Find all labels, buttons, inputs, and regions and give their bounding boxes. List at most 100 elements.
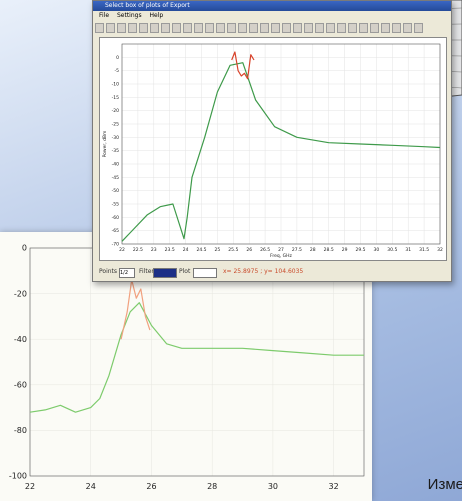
- series-line-green: [121, 62, 441, 242]
- x-tick-label: 24.5: [196, 247, 206, 253]
- app-window: Select box of plots of Export File Setti…: [92, 0, 452, 282]
- toolbar-button[interactable]: [348, 23, 357, 33]
- x-tick-label: 29: [342, 247, 348, 253]
- y-tick-label: -55: [112, 202, 119, 208]
- y-tick-label: -30: [112, 135, 119, 141]
- toolbar-button[interactable]: [150, 23, 159, 33]
- y-tick-label: -5: [115, 68, 120, 74]
- toolbar-button[interactable]: [194, 23, 203, 33]
- toolbar-button[interactable]: [370, 23, 379, 33]
- toolbar-button[interactable]: [106, 23, 115, 33]
- x-tick-label: 28: [207, 482, 217, 491]
- x-tick-label: 30: [374, 247, 380, 253]
- plot-label: Plot: [179, 268, 191, 275]
- y-tick-label: -45: [112, 175, 119, 181]
- window-title: Select box of plots of Export: [105, 2, 190, 9]
- filter-label: Filter: [139, 268, 154, 275]
- y-tick-label: -15: [112, 95, 119, 101]
- x-tick-label: 30: [268, 482, 278, 491]
- menu-settings[interactable]: Settings: [116, 12, 142, 19]
- y-tick-label: -100: [9, 472, 27, 481]
- points-value[interactable]: 1/2: [119, 268, 135, 278]
- y-tick-label: -25: [112, 122, 119, 128]
- y-tick-label: -20: [14, 289, 27, 298]
- toolbar-button[interactable]: [172, 23, 181, 33]
- series-line-red: [231, 51, 255, 80]
- x-tick-label: 26.5: [260, 247, 270, 253]
- plot-frame: [121, 43, 441, 245]
- x-tick-label: 22: [25, 482, 35, 491]
- points-label: Points: [99, 268, 118, 275]
- toolbar-button[interactable]: [238, 23, 247, 33]
- x-tick-label: 24: [86, 482, 96, 491]
- y-tick-label: -10: [112, 82, 119, 88]
- toolbar-button[interactable]: [403, 23, 412, 33]
- toolbar-button[interactable]: [128, 23, 137, 33]
- toolbar-button[interactable]: [227, 23, 236, 33]
- plot-field[interactable]: [193, 268, 217, 278]
- y-tick-label: -70: [112, 242, 119, 248]
- y-tick-label: -65: [112, 228, 119, 234]
- toolbar-button[interactable]: [183, 23, 192, 33]
- y-tick-label: -50: [112, 188, 119, 194]
- x-tick-label: 26: [246, 247, 252, 253]
- x-tick-label: 22: [119, 247, 125, 253]
- y-tick-label: -40: [112, 162, 119, 168]
- x-tick-label: 23: [151, 247, 157, 253]
- toolbar-button[interactable]: [271, 23, 280, 33]
- caption-text: Изме: [427, 476, 462, 493]
- y-tick-label: -60: [14, 380, 27, 389]
- toolbar-button[interactable]: [337, 23, 346, 33]
- y-tick-label: -40: [14, 335, 27, 344]
- filter-field[interactable]: [153, 268, 177, 278]
- x-tick-label: 32: [437, 247, 443, 253]
- toolbar-button[interactable]: [414, 23, 423, 33]
- series-line-back_green: [29, 302, 364, 413]
- toolbar-button[interactable]: [304, 23, 313, 33]
- toolbar: [95, 21, 449, 35]
- x-tick-label: 31.5: [419, 247, 429, 253]
- x-tick-label: 31: [405, 247, 411, 253]
- toolbar-button[interactable]: [117, 23, 126, 33]
- x-tick-label: 27.5: [292, 247, 302, 253]
- status-bar: Points 1/2 Filter Plot x= 25.8975 ; y= 1…: [93, 265, 451, 279]
- cursor-readout: x= 25.8975 ; y= 104.6035: [223, 268, 304, 275]
- toolbar-button[interactable]: [315, 23, 324, 33]
- toolbar-button[interactable]: [392, 23, 401, 33]
- toolbar-button[interactable]: [293, 23, 302, 33]
- toolbar-button[interactable]: [326, 23, 335, 33]
- x-tick-label: 25.5: [228, 247, 238, 253]
- toolbar-button[interactable]: [381, 23, 390, 33]
- y-tick-label: -60: [112, 215, 119, 221]
- menu-help[interactable]: Help: [149, 12, 164, 19]
- x-tick-label: 23.5: [165, 247, 175, 253]
- toolbar-button[interactable]: [249, 23, 258, 33]
- x-axis-label: Freq, GHz: [270, 253, 292, 259]
- x-tick-label: 27: [278, 247, 284, 253]
- toolbar-button[interactable]: [359, 23, 368, 33]
- series-line-back_red: [120, 279, 151, 340]
- y-tick-label: -20: [112, 108, 119, 114]
- toolbar-button[interactable]: [282, 23, 291, 33]
- menu-file[interactable]: File: [99, 12, 110, 19]
- toolbar-button[interactable]: [205, 23, 214, 33]
- y-tick-label: 0: [116, 55, 119, 61]
- x-tick-label: 30.5: [387, 247, 397, 253]
- toolbar-button[interactable]: [161, 23, 170, 33]
- menu-bar: File Settings Help: [93, 11, 451, 20]
- main-chart: 22 22.5 23 23.5 24 24.5 25 25.5 26 26.5 27 27.5 28 28…: [99, 37, 447, 261]
- x-tick-label: 25: [215, 247, 221, 253]
- y-tick-label: -35: [112, 148, 119, 154]
- title-bar: Select box of plots of Export: [93, 1, 451, 11]
- toolbar-button[interactable]: [260, 23, 269, 33]
- x-tick-label: 29.5: [355, 247, 365, 253]
- y-tick-label: -80: [14, 426, 27, 435]
- x-tick-label: 22.5: [133, 247, 143, 253]
- toolbar-button[interactable]: [139, 23, 148, 33]
- plot-frame: [29, 247, 365, 477]
- toolbar-button[interactable]: [95, 23, 104, 33]
- x-tick-label: 28.5: [324, 247, 334, 253]
- y-axis-label: Power, dBm: [102, 131, 108, 158]
- toolbar-button[interactable]: [216, 23, 225, 33]
- x-tick-label: 26: [146, 482, 156, 491]
